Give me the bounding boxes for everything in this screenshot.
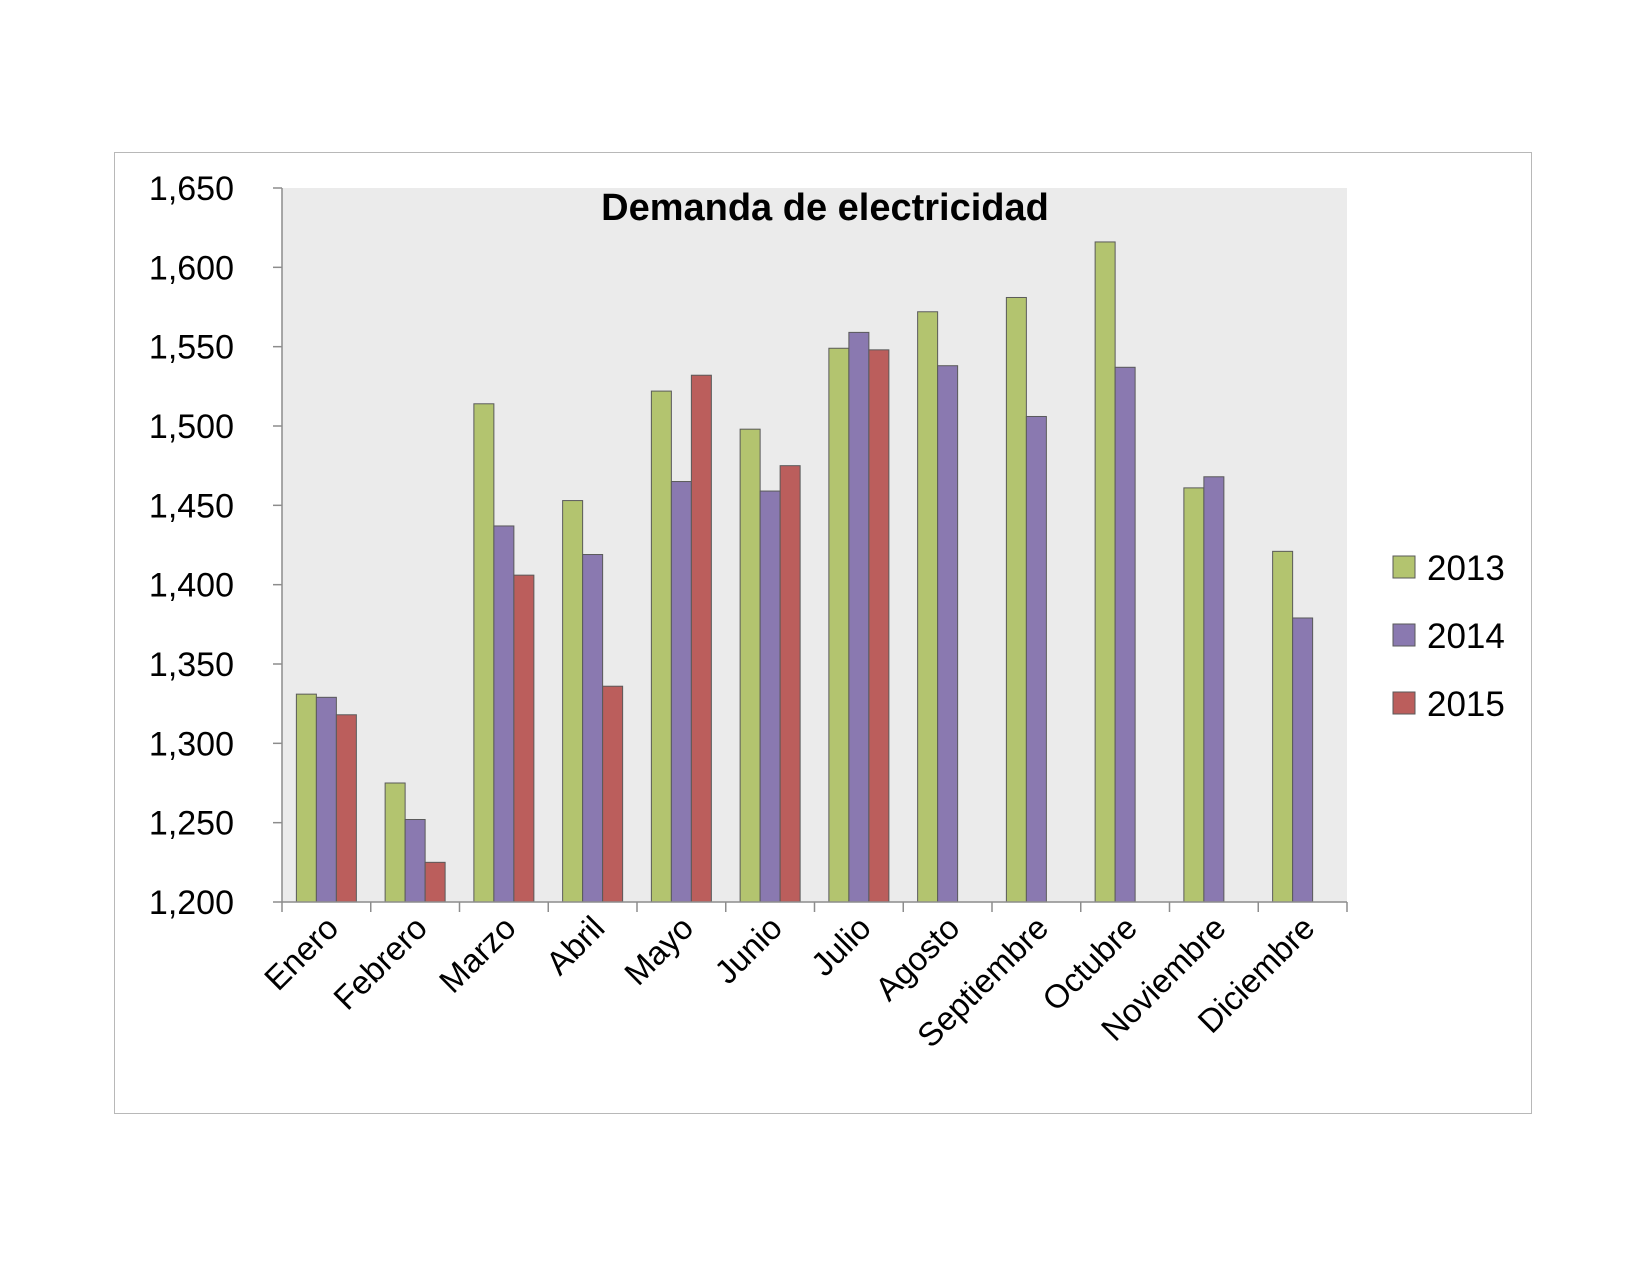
x-category-label: Junio bbox=[707, 909, 789, 991]
bar-2013-marzo bbox=[473, 403, 495, 903]
legend-label: 2013 bbox=[1427, 549, 1505, 588]
bar-2014-noviembre bbox=[1203, 476, 1225, 903]
x-category-label: Mayo bbox=[617, 909, 700, 992]
legend: 2013 2014 2015 bbox=[1392, 549, 1505, 724]
bar-2014-enero bbox=[315, 696, 337, 903]
bar-2013-julio bbox=[828, 347, 850, 903]
plot-area bbox=[282, 188, 1347, 902]
axes-group bbox=[273, 187, 1348, 912]
bar-2014-diciembre bbox=[1292, 617, 1314, 903]
bar-2014-septiembre bbox=[1025, 415, 1047, 903]
bar-2013-junio bbox=[739, 428, 761, 903]
bar-2015-enero bbox=[335, 714, 357, 903]
bar-2014-mayo bbox=[670, 481, 692, 903]
y-tick-label: 1,400 bbox=[149, 567, 234, 605]
bar-2014-octubre bbox=[1114, 366, 1136, 903]
bar-2013-enero bbox=[295, 693, 317, 903]
bar-2015-julio bbox=[868, 349, 890, 903]
bar-2013-noviembre bbox=[1183, 487, 1205, 903]
y-tick-label: 1,250 bbox=[149, 805, 234, 843]
bar-2013-septiembre bbox=[1005, 296, 1027, 903]
y-tick-label: 1,500 bbox=[149, 408, 234, 446]
bar-2015-febrero bbox=[424, 861, 446, 903]
x-category-label: Marzo bbox=[432, 909, 523, 1000]
bar-2013-agosto bbox=[917, 311, 939, 903]
bar-2014-julio bbox=[848, 331, 870, 903]
legend-swatch-2015 bbox=[1392, 691, 1416, 715]
y-tick-label: 1,450 bbox=[149, 487, 234, 525]
x-category-label: Febrero bbox=[326, 909, 434, 1017]
legend-swatch-2014 bbox=[1392, 623, 1416, 647]
bars-group bbox=[295, 241, 1314, 903]
bar-2014-febrero bbox=[404, 818, 426, 903]
y-tick-label: 1,200 bbox=[149, 884, 234, 922]
y-tick-labels: 1,200 1,250 1,300 1,350 1,400 1,450 1,500 1,550… bbox=[149, 170, 234, 922]
bar-2015-mayo bbox=[690, 374, 712, 903]
bar-2013-febrero bbox=[384, 782, 406, 903]
bar-2014-marzo bbox=[493, 525, 515, 903]
legend-label: 2014 bbox=[1427, 617, 1505, 656]
bar-2013-octubre bbox=[1094, 241, 1116, 903]
bar-2015-abril bbox=[602, 685, 624, 903]
x-category-label: Abril bbox=[539, 909, 612, 982]
bar-2015-marzo bbox=[513, 574, 535, 903]
bar-2014-abril bbox=[582, 554, 604, 903]
x-category-label: Julio bbox=[804, 909, 878, 983]
y-tick-label: 1,600 bbox=[149, 249, 234, 287]
bar-2014-agosto bbox=[937, 365, 959, 903]
bar-2015-junio bbox=[779, 465, 801, 903]
y-tick-label: 1,650 bbox=[149, 170, 234, 208]
bar-2013-diciembre bbox=[1272, 550, 1294, 903]
bar-2013-mayo bbox=[650, 390, 672, 903]
legend-label: 2015 bbox=[1427, 685, 1505, 724]
legend-swatch-2013 bbox=[1392, 555, 1416, 579]
chart-title: Demanda de electricidad bbox=[601, 187, 1049, 229]
bar-2014-junio bbox=[759, 490, 781, 903]
y-tick-label: 1,300 bbox=[149, 725, 234, 763]
y-tick-label: 1,350 bbox=[149, 646, 234, 684]
y-tick-label: 1,550 bbox=[149, 329, 234, 367]
bar-2013-abril bbox=[562, 500, 584, 903]
